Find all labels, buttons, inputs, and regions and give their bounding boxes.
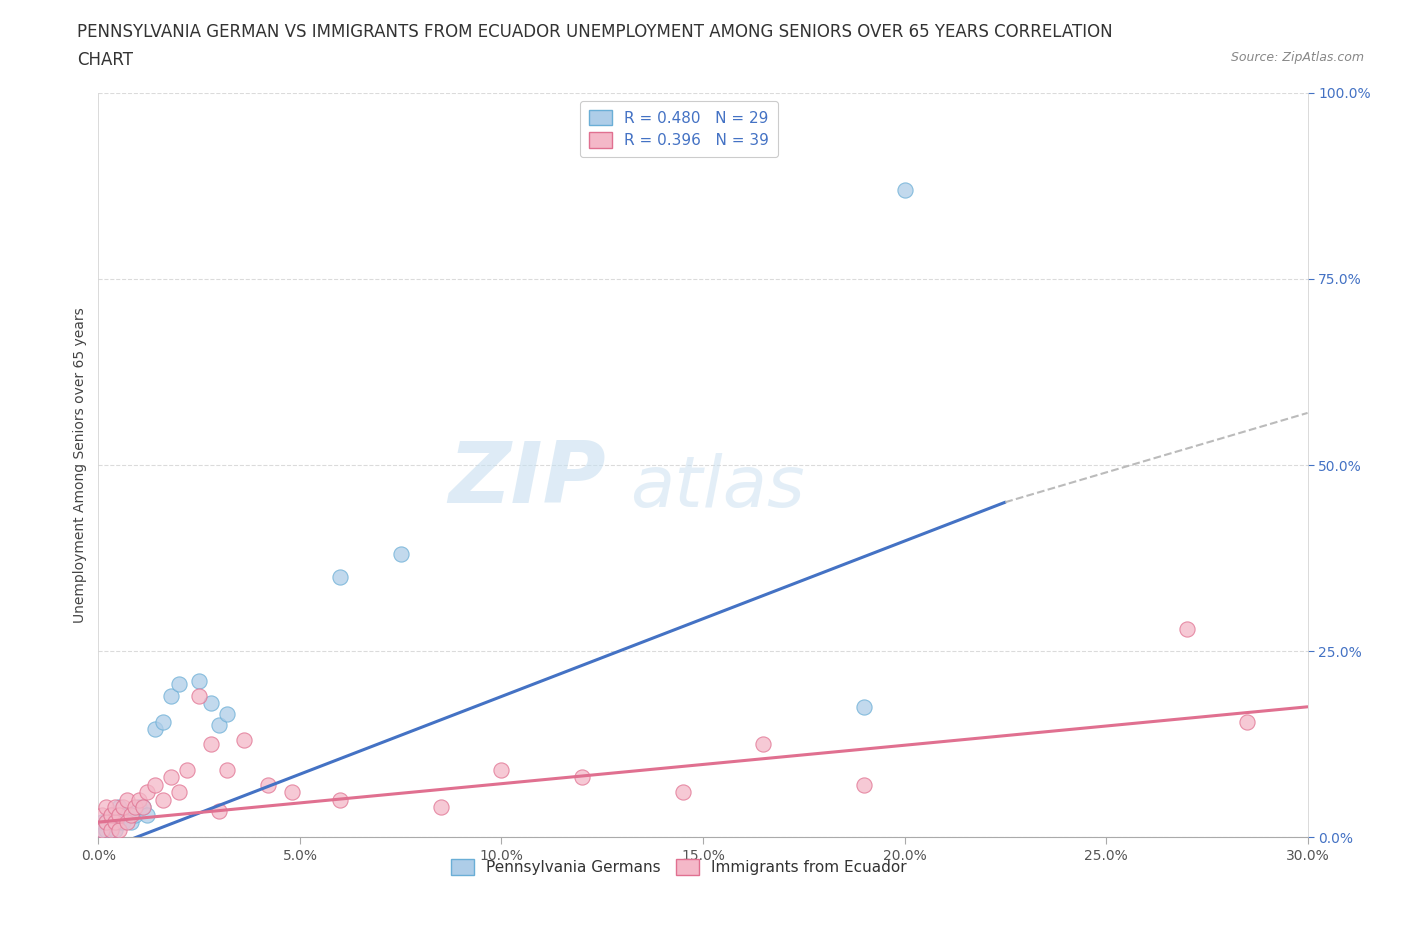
Point — [124, 807, 146, 822]
Point — [111, 815, 134, 830]
Point — [91, 822, 114, 837]
Point — [135, 785, 157, 800]
Point — [91, 807, 114, 822]
Text: Source: ZipAtlas.com: Source: ZipAtlas.com — [1230, 51, 1364, 64]
Point — [217, 707, 239, 722]
Point — [132, 800, 155, 815]
Point — [893, 182, 915, 197]
Point — [107, 822, 129, 837]
Point — [853, 777, 876, 792]
Point — [103, 815, 125, 830]
Point — [100, 815, 122, 830]
Point — [152, 792, 174, 807]
Point — [96, 815, 118, 830]
Point — [96, 815, 118, 830]
Point — [200, 696, 222, 711]
Point — [208, 718, 231, 733]
Point — [115, 807, 138, 822]
Point — [107, 815, 129, 830]
Point — [103, 807, 125, 822]
Point — [103, 822, 125, 837]
Point — [120, 815, 142, 830]
Point — [176, 763, 198, 777]
Point — [115, 815, 138, 830]
Point — [389, 547, 412, 562]
Text: atlas: atlas — [630, 453, 806, 522]
Point — [256, 777, 278, 792]
Point — [152, 714, 174, 729]
Legend: Pennsylvania Germans, Immigrants from Ecuador: Pennsylvania Germans, Immigrants from Ec… — [444, 853, 912, 882]
Point — [167, 785, 190, 800]
Point — [96, 822, 118, 837]
Point — [128, 792, 150, 807]
Point — [281, 785, 304, 800]
Point — [672, 785, 695, 800]
Text: ZIP: ZIP — [449, 438, 606, 522]
Point — [200, 737, 222, 751]
Point — [217, 763, 239, 777]
Point — [107, 807, 129, 822]
Point — [100, 807, 122, 822]
Point — [853, 699, 876, 714]
Point — [167, 677, 190, 692]
Point — [491, 763, 513, 777]
Point — [188, 688, 211, 703]
Point — [135, 807, 157, 822]
Text: PENNSYLVANIA GERMAN VS IMMIGRANTS FROM ECUADOR UNEMPLOYMENT AMONG SENIORS OVER 6: PENNSYLVANIA GERMAN VS IMMIGRANTS FROM E… — [77, 23, 1114, 41]
Point — [111, 800, 134, 815]
Point — [115, 792, 138, 807]
Point — [120, 807, 142, 822]
Point — [188, 673, 211, 688]
Point — [100, 822, 122, 837]
Point — [107, 800, 129, 815]
Y-axis label: Unemployment Among Seniors over 65 years: Unemployment Among Seniors over 65 years — [73, 307, 87, 623]
Point — [143, 777, 166, 792]
Point — [124, 800, 146, 815]
Point — [752, 737, 775, 751]
Point — [160, 688, 183, 703]
Point — [128, 800, 150, 815]
Point — [96, 800, 118, 815]
Point — [430, 800, 453, 815]
Point — [132, 800, 155, 815]
Point — [1236, 714, 1258, 729]
Point — [208, 804, 231, 818]
Point — [571, 770, 593, 785]
Point — [160, 770, 183, 785]
Point — [91, 822, 114, 837]
Point — [232, 733, 254, 748]
Point — [91, 815, 114, 830]
Text: CHART: CHART — [77, 51, 134, 69]
Point — [329, 792, 352, 807]
Point — [143, 722, 166, 737]
Point — [1175, 621, 1198, 636]
Point — [100, 807, 122, 822]
Point — [329, 569, 352, 584]
Point — [103, 800, 125, 815]
